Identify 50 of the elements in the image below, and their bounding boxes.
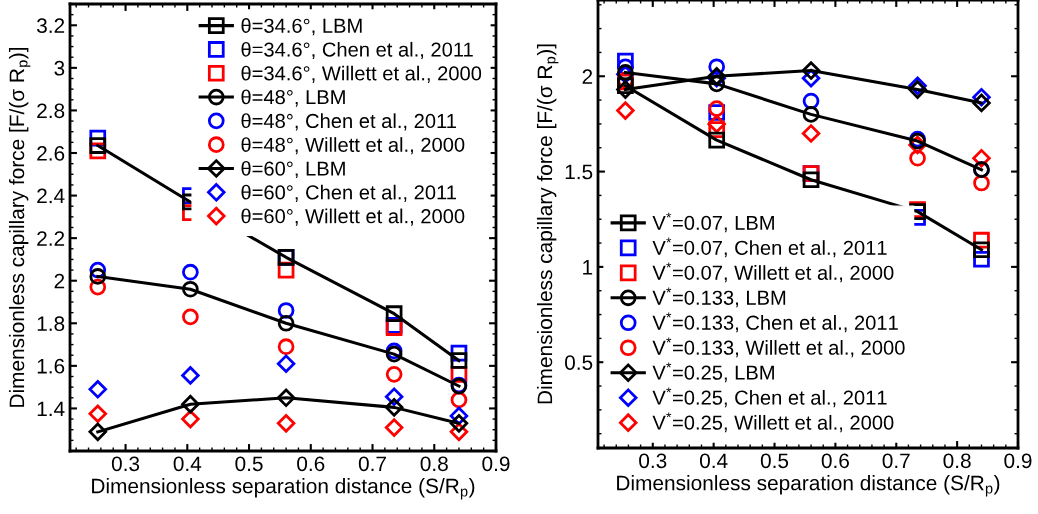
y-axis-title: Dimensionless capillary force [F/(σ R$_{p}$)]: [8, 47, 31, 407]
y-tick-label: 2: [582, 69, 593, 84]
x-tick-label: 0.3: [639, 453, 667, 469]
legend-label: θ=60°, LBM: [241, 160, 345, 179]
y-tick-label: 1.8: [37, 316, 65, 332]
x-axis-title: Dimensionless separation distance (S/R$_{p}$): [617, 475, 1000, 497]
legend-label: V$^{*}$=0.25, Willett et al., 2000: [652, 412, 894, 433]
x-tick-label: 0.7: [358, 456, 386, 472]
x-tick-label: 0.3: [111, 456, 140, 472]
x-tick-label: 0.9: [482, 456, 510, 472]
x-tick-label: 0.4: [173, 456, 202, 472]
legend-label: V$^{*}$=0.07, LBM: [652, 212, 774, 233]
y-tick-label: 2.6: [37, 146, 65, 161]
y-tick-label: 2.2: [37, 231, 65, 246]
legend-label: θ=60°, Willett et al., 2000: [241, 208, 465, 226]
x-tick-label: 0.7: [882, 453, 910, 469]
legend-label: V$^{*}$=0.07, Willett et al., 2000: [652, 262, 894, 283]
y-tick-label: 2.8: [37, 103, 65, 119]
legend-label: V$^{*}$=0.133, Chen et al., 2011: [652, 312, 898, 333]
y-tick-label: 1.4: [37, 401, 65, 416]
legend-label: V$^{*}$=0.133, Willett et al., 2000: [652, 337, 905, 358]
y-tick-label: 1: [583, 260, 593, 275]
legend-label: θ=60°, Chen et al., 2011: [241, 184, 456, 202]
y-tick-label: 0.5: [564, 355, 593, 370]
legend-label: V$^{*}$=0.133, LBM: [652, 287, 786, 308]
x-tick-label: 0.5: [760, 453, 789, 469]
y-tick-label: 3: [54, 60, 65, 76]
legend-label: θ=34.6°, LBM: [241, 18, 362, 36]
y-axis-title: Dimensionless capillary force [F/(σ R$_{p}$)]: [536, 44, 559, 404]
x-tick-label: 0.4: [699, 453, 728, 469]
legend-label: θ=34.6°, Willett et al., 2000: [241, 65, 482, 83]
legend-label: θ=48°, Chen et al., 2011: [241, 113, 456, 131]
legend-label: V$^{*}$=0.25, Chen et al., 2011: [652, 387, 887, 408]
x-axis-title: Dimensionless separation distance (S/R$_{p}$): [92, 478, 475, 500]
legend-label: θ=48°, LBM: [241, 89, 345, 107]
x-tick-label: 0.8: [943, 453, 971, 469]
x-tick-label: 0.6: [821, 453, 849, 469]
y-tick-label: 3.2: [36, 18, 65, 34]
x-tick-label: 0.8: [420, 456, 448, 472]
legend-label: V$^{*}$=0.07, Chen et al., 2011: [652, 237, 887, 258]
x-tick-label: 0.6: [297, 456, 325, 472]
y-tick-label: 2: [54, 273, 65, 289]
y-tick-label: 1.6: [37, 358, 65, 374]
legend-label: V$^{*}$=0.25, LBM: [652, 362, 774, 383]
x-tick-label: 0.9: [1004, 453, 1032, 469]
y-tick-label: 1.5: [565, 164, 593, 180]
legend-label: θ=48°, Willett et al., 2000: [241, 137, 465, 155]
x-tick-label: 0.5: [235, 456, 263, 472]
legend-label: θ=34.6°, Chen et al., 2011: [241, 41, 473, 60]
y-tick-label: 2.4: [37, 188, 65, 204]
